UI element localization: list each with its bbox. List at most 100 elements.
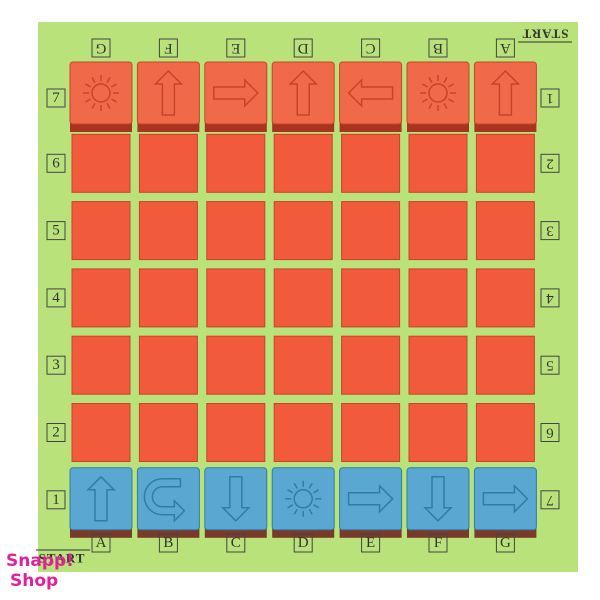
column-label: F: [434, 535, 442, 551]
column-label: D: [298, 40, 309, 56]
column-label: A: [500, 40, 511, 56]
label-frame: [46, 490, 66, 510]
column-label: A: [96, 535, 107, 551]
cell: [475, 268, 535, 328]
row-label: 1: [52, 492, 60, 508]
label-frame: [540, 221, 560, 241]
cell: [475, 403, 535, 462]
row-label: 3: [52, 357, 60, 373]
cell: [341, 268, 401, 328]
arrow-icon: [213, 78, 259, 108]
arrow-icon: [288, 69, 319, 116]
column-label: D: [298, 535, 309, 551]
sun-ray: [428, 103, 433, 109]
label-frame: [540, 88, 560, 108]
sun-ray: [448, 83, 454, 88]
row-label: 6: [52, 155, 60, 171]
cell: [273, 201, 333, 261]
sun-ray: [106, 77, 111, 83]
block: [136, 467, 200, 531]
row-label: 6: [546, 425, 554, 441]
sun-icon: [293, 489, 313, 509]
block: [473, 61, 537, 125]
block: [271, 61, 335, 125]
label-frame: [91, 38, 111, 58]
column-label: G: [500, 535, 511, 551]
start-top: START: [522, 27, 569, 42]
cell: [408, 268, 468, 328]
cell: [341, 335, 401, 395]
column-label: F: [164, 40, 172, 56]
block: [69, 467, 133, 531]
sun-ray: [106, 103, 111, 109]
row-label: 2: [546, 155, 554, 171]
sun-ray: [91, 77, 96, 83]
column-label: C: [366, 40, 376, 56]
sun-ray: [91, 103, 96, 109]
label-frame: [540, 355, 560, 375]
label-frame: [46, 88, 66, 108]
label-frame: [540, 490, 560, 510]
block: [271, 467, 335, 531]
sun-ray: [287, 489, 294, 494]
cell: [71, 403, 131, 462]
start-bottom: START: [39, 551, 86, 566]
cell: [408, 335, 468, 395]
label-frame: [46, 355, 66, 375]
cell: [71, 201, 131, 261]
label-frame: [540, 153, 560, 173]
cell: [138, 335, 198, 395]
row-label: 4: [546, 290, 554, 306]
row-label: 3: [546, 223, 554, 239]
row-label: 4: [52, 290, 60, 306]
column-label: B: [163, 535, 173, 551]
sun-ray: [85, 98, 91, 103]
cell: [341, 201, 401, 261]
sun-ray: [448, 98, 454, 103]
arrow-icon: [423, 476, 453, 522]
arrow-icon: [490, 69, 521, 116]
row-label: 5: [52, 223, 60, 239]
watermark-line1: Snapp!: [6, 551, 74, 571]
cell: [138, 268, 198, 328]
cell: [71, 268, 131, 328]
cell: [341, 403, 401, 462]
row-label: 1: [546, 90, 554, 106]
cell: [206, 268, 266, 328]
arrow-icon: [153, 69, 184, 116]
row-label: 2: [52, 425, 60, 441]
column-label: G: [95, 40, 106, 56]
block: [69, 61, 133, 125]
block: [204, 467, 268, 531]
sun-ray: [111, 98, 117, 103]
label-frame: [540, 288, 560, 308]
block: [339, 467, 403, 531]
cell: [475, 201, 535, 261]
column-label: E: [366, 535, 375, 551]
label-frame: [293, 38, 313, 58]
sun-ray: [313, 489, 320, 494]
label-frame: [46, 288, 66, 308]
sun-ray: [443, 77, 448, 83]
row-label: 5: [546, 357, 554, 373]
cell: [408, 403, 468, 462]
cell: [71, 133, 131, 193]
cell: [206, 403, 266, 462]
cell: [138, 201, 198, 261]
cell: [408, 201, 468, 261]
cell: [206, 133, 266, 193]
cell: [206, 335, 266, 395]
sun-ray: [422, 83, 428, 88]
label-frame: [495, 38, 515, 58]
cell: [206, 201, 266, 261]
label-frame: [46, 221, 66, 241]
cell: [273, 268, 333, 328]
label-frame: [495, 533, 515, 553]
block: [339, 61, 403, 125]
sun-ray: [308, 482, 313, 489]
sun-ray: [308, 508, 313, 515]
cell: [475, 335, 535, 395]
cell: [273, 335, 333, 395]
block: [136, 61, 200, 125]
block: [473, 467, 537, 531]
